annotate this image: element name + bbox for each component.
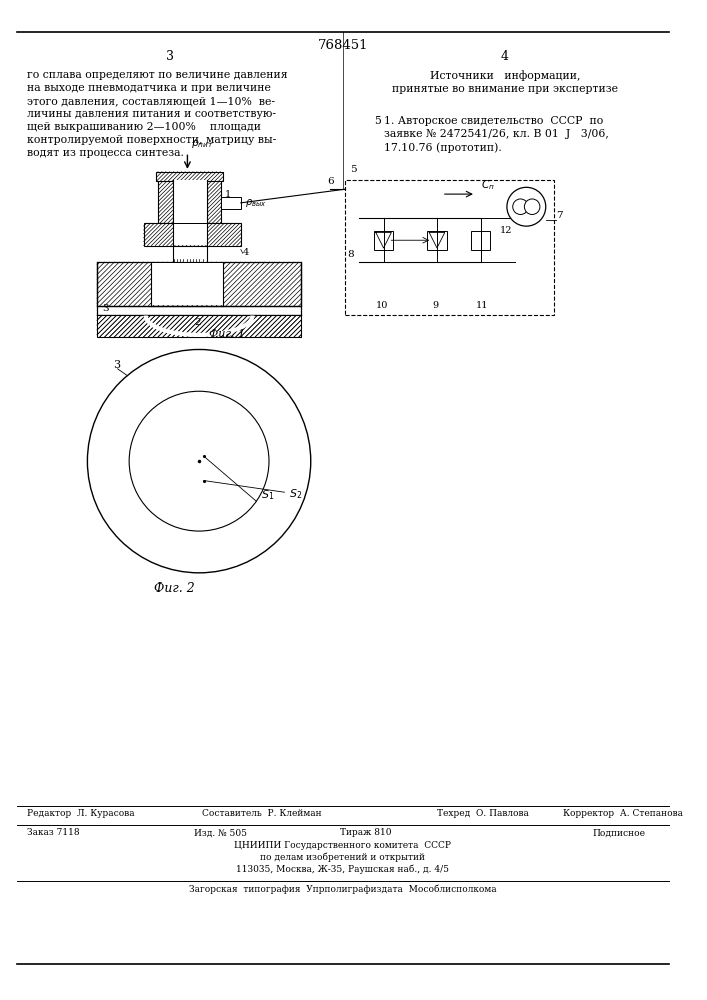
Text: Техред  О. Павлова: Техред О. Павлова	[437, 809, 529, 818]
Text: 9: 9	[432, 301, 438, 310]
Text: 6: 6	[327, 177, 334, 186]
Bar	[97, 315, 301, 337]
Bar	[158, 180, 173, 223]
Bar	[151, 263, 223, 305]
Text: Заказ 7118: Заказ 7118	[27, 828, 80, 837]
Text: $S_1$: $S_1$	[261, 488, 274, 502]
Text: ЦНИИПИ Государственного комитета  СССР: ЦНИИПИ Государственного комитета СССР	[234, 841, 451, 850]
Text: 5: 5	[374, 116, 381, 126]
Text: по делам изобретений и открытий: по делам изобретений и открытий	[260, 853, 426, 862]
Text: 12: 12	[500, 226, 513, 235]
Bar	[173, 246, 207, 262]
Text: $\rho_{вых}$: $\rho_{вых}$	[245, 197, 267, 209]
Text: 113035, Москва, Ж-35, Раушская наб., д. 4/5: 113035, Москва, Ж-35, Раушская наб., д. …	[236, 864, 449, 874]
Circle shape	[507, 187, 546, 226]
Text: 1. Авторское свидетельство  СССР  по
заявке № 2472541/26, кл. B 01  J   3/06,
17: 1. Авторское свидетельство СССР по заявк…	[384, 116, 609, 153]
Text: 10: 10	[376, 301, 388, 310]
Text: 5: 5	[349, 165, 356, 174]
Text: $S_2$: $S_2$	[289, 487, 303, 501]
Bar	[144, 223, 241, 246]
Bar	[221, 197, 241, 209]
Circle shape	[513, 199, 528, 215]
Text: 4: 4	[501, 50, 509, 63]
Text: Изд. № 505: Изд. № 505	[194, 828, 247, 837]
Text: 4: 4	[243, 248, 249, 257]
Circle shape	[525, 199, 540, 215]
Text: Загорская  типография  Упрполиграфиздата  Мособлисполкома: Загорская типография Упрполиграфиздата М…	[189, 885, 496, 894]
Text: $\rho_{пит}$: $\rho_{пит}$	[192, 138, 214, 150]
Bar	[207, 180, 221, 223]
Bar	[345, 180, 554, 315]
Text: Источники   информации,
принятые во внимание при экспертизе: Источники информации, принятые во вниман…	[392, 70, 618, 94]
Text: 3: 3	[112, 360, 120, 370]
Text: Редактор  Л. Курасова: Редактор Л. Курасова	[27, 809, 135, 818]
Text: Составитель  Р. Клейман: Составитель Р. Клейман	[202, 809, 322, 818]
Text: $C_п$: $C_п$	[481, 178, 494, 192]
Text: 8: 8	[348, 250, 354, 259]
Bar	[156, 172, 223, 181]
Text: 768451: 768451	[317, 39, 368, 52]
Text: 7: 7	[556, 211, 563, 220]
Text: Тираж 810: Тираж 810	[340, 828, 392, 837]
Bar	[97, 262, 301, 306]
Text: 3: 3	[166, 50, 174, 63]
Text: го сплава определяют по величине давления
на выходе пневмодатчика и при величине: го сплава определяют по величине давлени…	[27, 70, 288, 158]
Text: 3: 3	[102, 304, 109, 313]
Text: 1: 1	[226, 190, 231, 199]
Bar	[471, 231, 491, 250]
Text: Подписное: Подписное	[592, 828, 645, 837]
Bar	[173, 180, 207, 223]
Bar	[374, 231, 393, 250]
Text: Фиг. 1: Фиг. 1	[209, 329, 245, 339]
Text: Фиг. 2: Фиг. 2	[154, 582, 195, 595]
Bar	[427, 231, 447, 250]
Text: 11: 11	[476, 301, 489, 310]
Bar	[173, 224, 207, 245]
Text: Корректор  А. Степанова: Корректор А. Степанова	[563, 809, 683, 818]
Text: 2: 2	[194, 318, 201, 327]
